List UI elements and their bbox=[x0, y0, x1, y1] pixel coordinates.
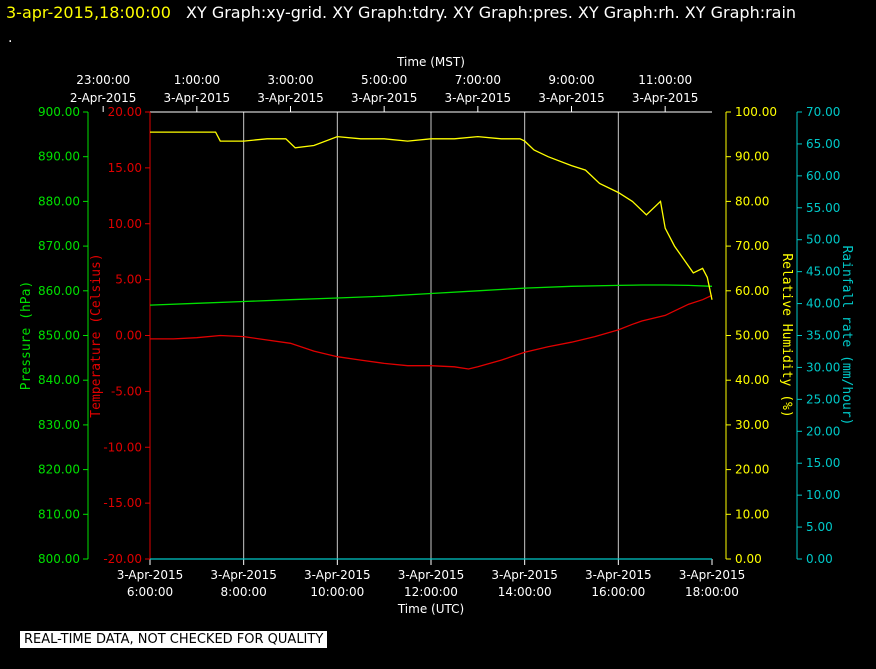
x-bottom-tick-date: 3-Apr-2015 bbox=[117, 568, 184, 582]
x-bottom-tick-time: 14:00:00 bbox=[498, 585, 552, 599]
humidity-tick-label: 60.00 bbox=[735, 284, 769, 298]
x-top-tick-date: 3-Apr-2015 bbox=[164, 91, 231, 105]
x-bottom-tick-time: 18:00:00 bbox=[685, 585, 739, 599]
x-top-tick-date: 3-Apr-2015 bbox=[257, 91, 324, 105]
temperature-tick-label: -15.00 bbox=[103, 496, 142, 510]
rainfall-axis-label: Rainfall rate (mm/hour) bbox=[839, 245, 854, 425]
humidity-tick-label: 100.00 bbox=[735, 105, 777, 119]
rainfall-tick-label: 10.00 bbox=[806, 488, 840, 502]
header-trailing-dot: . bbox=[8, 30, 13, 46]
rainfall-tick-label: 20.00 bbox=[806, 424, 840, 438]
pressure-tick-label: 880.00 bbox=[38, 194, 80, 208]
rainfall-tick-label: 30.00 bbox=[806, 360, 840, 374]
x-bottom-tick-time: 8:00:00 bbox=[221, 585, 267, 599]
x-bottom-tick-date: 3-Apr-2015 bbox=[491, 568, 558, 582]
x-bottom-tick-date: 3-Apr-2015 bbox=[679, 568, 746, 582]
x-top-tick-time: 5:00:00 bbox=[361, 73, 407, 87]
humidity-tick-label: 20.00 bbox=[735, 463, 769, 477]
pressure-tick-label: 860.00 bbox=[38, 284, 80, 298]
x-bottom-tick-date: 3-Apr-2015 bbox=[585, 568, 652, 582]
temperature-tick-label: -5.00 bbox=[111, 384, 142, 398]
x-top-tick-date: 3-Apr-2015 bbox=[632, 91, 699, 105]
x-top-tick-time: 3:00:00 bbox=[267, 73, 313, 87]
rainfall-tick-label: 35.00 bbox=[806, 329, 840, 343]
humidity-axis-label: Relative Humidity (%) bbox=[779, 253, 794, 417]
rainfall-tick-label: 70.00 bbox=[806, 105, 840, 119]
rainfall-tick-label: 25.00 bbox=[806, 392, 840, 406]
humidity-tick-label: 10.00 bbox=[735, 507, 769, 521]
x-bottom-tick-time: 10:00:00 bbox=[310, 585, 364, 599]
rainfall-tick-label: 50.00 bbox=[806, 233, 840, 247]
pressure-tick-label: 890.00 bbox=[38, 150, 80, 164]
humidity-tick-label: 90.00 bbox=[735, 150, 769, 164]
header-datetime: 3-apr-2015,18:00:00 bbox=[6, 3, 171, 22]
temperature-tick-label: -10.00 bbox=[103, 440, 142, 454]
x-top-tick-date: 2-Apr-2015 bbox=[70, 91, 137, 105]
pressure-tick-label: 820.00 bbox=[38, 463, 80, 477]
series-line-humidity bbox=[150, 131, 713, 300]
x-top-axis-label: Time (MST) bbox=[396, 55, 465, 69]
pressure-tick-label: 840.00 bbox=[38, 373, 80, 387]
x-top-tick-date: 3-Apr-2015 bbox=[538, 91, 605, 105]
temperature-tick-label: -20.00 bbox=[103, 552, 142, 566]
header-graph-list: XY Graph:xy-grid. XY Graph:tdry. XY Grap… bbox=[186, 3, 797, 22]
x-bottom-tick-time: 6:00:00 bbox=[127, 585, 173, 599]
humidity-tick-label: 50.00 bbox=[735, 329, 769, 343]
humidity-tick-label: 80.00 bbox=[735, 194, 769, 208]
rainfall-tick-label: 40.00 bbox=[806, 297, 840, 311]
humidity-tick-label: 30.00 bbox=[735, 418, 769, 432]
pressure-tick-label: 870.00 bbox=[38, 239, 80, 253]
humidity-tick-label: 70.00 bbox=[735, 239, 769, 253]
rainfall-tick-label: 15.00 bbox=[806, 456, 840, 470]
x-bottom-tick-date: 3-Apr-2015 bbox=[304, 568, 371, 582]
pressure-tick-label: 830.00 bbox=[38, 418, 80, 432]
series-line-pressure bbox=[149, 284, 713, 306]
series-line-temperature bbox=[150, 294, 713, 370]
rainfall-tick-label: 65.00 bbox=[806, 137, 840, 151]
pressure-tick-label: 900.00 bbox=[38, 105, 80, 119]
temperature-axis-label: Temperature (Celsius) bbox=[89, 253, 104, 417]
temperature-tick-label: 5.00 bbox=[115, 273, 142, 287]
x-top-tick-time: 9:00:00 bbox=[548, 73, 594, 87]
temperature-tick-label: 15.00 bbox=[108, 161, 142, 175]
humidity-tick-label: 40.00 bbox=[735, 373, 769, 387]
rainfall-tick-label: 0.00 bbox=[806, 552, 833, 566]
x-top-tick-date: 3-Apr-2015 bbox=[445, 91, 512, 105]
x-top-tick-time: 7:00:00 bbox=[455, 73, 501, 87]
temperature-tick-label: 0.00 bbox=[115, 329, 142, 343]
x-bottom-tick-time: 12:00:00 bbox=[404, 585, 458, 599]
x-bottom-tick-time: 16:00:00 bbox=[591, 585, 645, 599]
humidity-tick-label: 0.00 bbox=[735, 552, 762, 566]
x-bottom-axis-label: Time (UTC) bbox=[397, 602, 464, 616]
rainfall-tick-label: 45.00 bbox=[806, 265, 840, 279]
temperature-tick-label: 20.00 bbox=[108, 105, 142, 119]
x-bottom-tick-date: 3-Apr-2015 bbox=[398, 568, 465, 582]
pressure-axis-label: Pressure (hPa) bbox=[19, 281, 34, 391]
x-top-tick-time: 1:00:00 bbox=[174, 73, 220, 87]
rainfall-tick-label: 60.00 bbox=[806, 169, 840, 183]
pressure-tick-label: 850.00 bbox=[38, 329, 80, 343]
x-bottom-tick-date: 3-Apr-2015 bbox=[210, 568, 277, 582]
rainfall-tick-label: 5.00 bbox=[806, 520, 833, 534]
x-top-tick-date: 3-Apr-2015 bbox=[351, 91, 418, 105]
pressure-tick-label: 800.00 bbox=[38, 552, 80, 566]
pressure-tick-label: 810.00 bbox=[38, 507, 80, 521]
quality-notice: REAL-TIME DATA, NOT CHECKED FOR QUALITY bbox=[20, 631, 328, 648]
temperature-tick-label: 10.00 bbox=[108, 217, 142, 231]
rainfall-tick-label: 55.00 bbox=[806, 201, 840, 215]
x-top-tick-time: 23:00:00 bbox=[76, 73, 130, 87]
x-top-tick-time: 11:00:00 bbox=[638, 73, 692, 87]
